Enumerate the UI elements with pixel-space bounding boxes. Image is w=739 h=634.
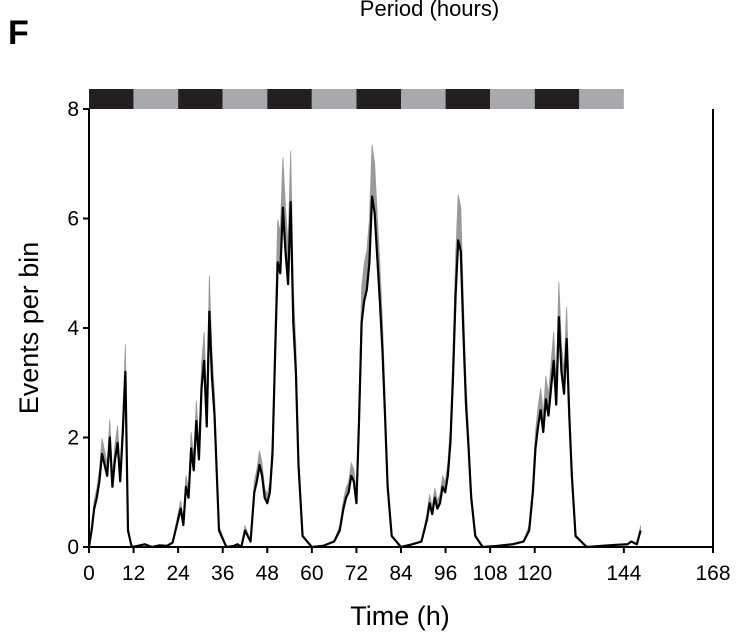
y-tick-label: 6 bbox=[67, 208, 79, 231]
x-tick-label: 96 bbox=[434, 562, 457, 585]
x-tick-label: 120 bbox=[517, 562, 552, 585]
light-dark-bar bbox=[89, 89, 624, 109]
mean-trace-line bbox=[87, 195, 642, 549]
ld-segment-dark bbox=[267, 89, 312, 109]
activity-trace bbox=[87, 144, 642, 549]
x-tick-label: 60 bbox=[300, 562, 323, 585]
ld-segment-light bbox=[133, 89, 179, 109]
ld-segment-dark bbox=[89, 89, 134, 109]
ld-segment-dark bbox=[178, 89, 223, 109]
y-tick-label: 0 bbox=[67, 536, 79, 559]
x-tick-label: 108 bbox=[473, 562, 508, 585]
x-tick-label: 0 bbox=[83, 562, 95, 585]
panel-label: F bbox=[8, 14, 29, 52]
x-tick-label: 24 bbox=[166, 562, 190, 585]
x-axis-title: Time (h) bbox=[350, 601, 450, 631]
ld-segment-light bbox=[401, 89, 446, 109]
ld-segment-dark bbox=[445, 89, 491, 109]
x-tick-label: 144 bbox=[606, 562, 641, 585]
x-tick-label: 48 bbox=[256, 562, 279, 585]
ld-segment-dark bbox=[356, 89, 401, 109]
ld-segment-light bbox=[311, 89, 357, 109]
ld-segment-light bbox=[222, 89, 268, 109]
x-tick-label: 12 bbox=[122, 562, 145, 585]
ld-segment-light bbox=[490, 89, 535, 109]
y-tick-label: 2 bbox=[67, 427, 79, 450]
chart-caption: Period (hours) bbox=[359, 0, 500, 21]
ld-segment-light bbox=[579, 89, 624, 109]
x-tick-label: 84 bbox=[389, 562, 413, 585]
x-tick-label: 168 bbox=[695, 562, 730, 585]
y-tick-label: 8 bbox=[67, 98, 79, 121]
y-axis-title: Events per bin bbox=[14, 242, 44, 415]
plot-axes bbox=[88, 109, 714, 548]
ld-segment-dark bbox=[534, 89, 580, 109]
x-tick-label: 36 bbox=[211, 562, 234, 585]
x-tick-label: 72 bbox=[345, 562, 368, 585]
y-tick-label: 4 bbox=[67, 317, 79, 340]
